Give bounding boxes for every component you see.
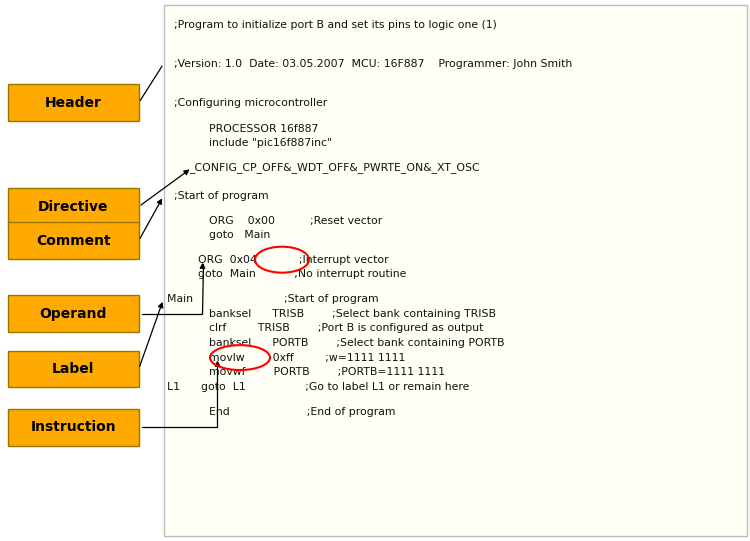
Text: Main                          ;Start of program: Main ;Start of program [167,294,379,304]
Text: _CONFIG_CP_OFF&_WDT_OFF&_PWRTE_ON&_XT_OSC: _CONFIG_CP_OFF&_WDT_OFF&_PWRTE_ON&_XT_OS… [190,162,480,173]
Text: PROCESSOR 16f887: PROCESSOR 16f887 [209,124,319,134]
Text: movwf        PORTB        ;PORTB=1111 1111: movwf PORTB ;PORTB=1111 1111 [209,367,446,377]
Text: ;Program to initialize port B and set its pins to logic one (1): ;Program to initialize port B and set it… [174,21,497,30]
Text: Comment: Comment [36,234,110,248]
Text: Label: Label [52,362,94,376]
Text: goto  Main           ;No interrupt routine: goto Main ;No interrupt routine [197,269,406,279]
Text: ;Start of program: ;Start of program [174,191,269,201]
Text: movlw        0xff         ;w=1111 1111: movlw 0xff ;w=1111 1111 [209,353,406,362]
Text: Directive: Directive [38,200,108,214]
Text: ;Version: 1.0  Date: 03.05.2007  MCU: 16F887    Programmer: John Smith: ;Version: 1.0 Date: 03.05.2007 MCU: 16F8… [174,59,572,69]
Text: ;Configuring microcontroller: ;Configuring microcontroller [174,98,328,108]
Text: clrf         TRISB        ;Port B is configured as output: clrf TRISB ;Port B is configured as outp… [209,324,484,333]
Bar [8,351,139,387]
Bar [8,84,139,121]
Bar [8,295,139,332]
Text: End                      ;End of program: End ;End of program [209,407,396,417]
Text: goto   Main: goto Main [209,230,271,240]
Text: ORG    0x00          ;Reset vector: ORG 0x00 ;Reset vector [209,216,382,226]
Text: L1      goto  L1                 ;Go to label L1 or remain here: L1 goto L1 ;Go to label L1 or remain her… [167,382,470,392]
Bar [164,5,747,536]
Bar [8,409,139,446]
Text: Operand: Operand [40,307,106,321]
Text: include "pic16f887inc": include "pic16f887inc" [209,138,332,148]
Bar [8,222,139,259]
Bar [8,188,139,225]
Text: banksel      PORTB        ;Select bank containing PORTB: banksel PORTB ;Select bank containing PO… [209,338,505,348]
Text: banksel      TRISB        ;Select bank containing TRISB: banksel TRISB ;Select bank containing TR… [209,309,496,319]
Text: ORG  0x04            ;Interrupt vector: ORG 0x04 ;Interrupt vector [197,255,388,265]
Text: Header: Header [45,96,101,110]
Text: Instruction: Instruction [30,420,116,434]
